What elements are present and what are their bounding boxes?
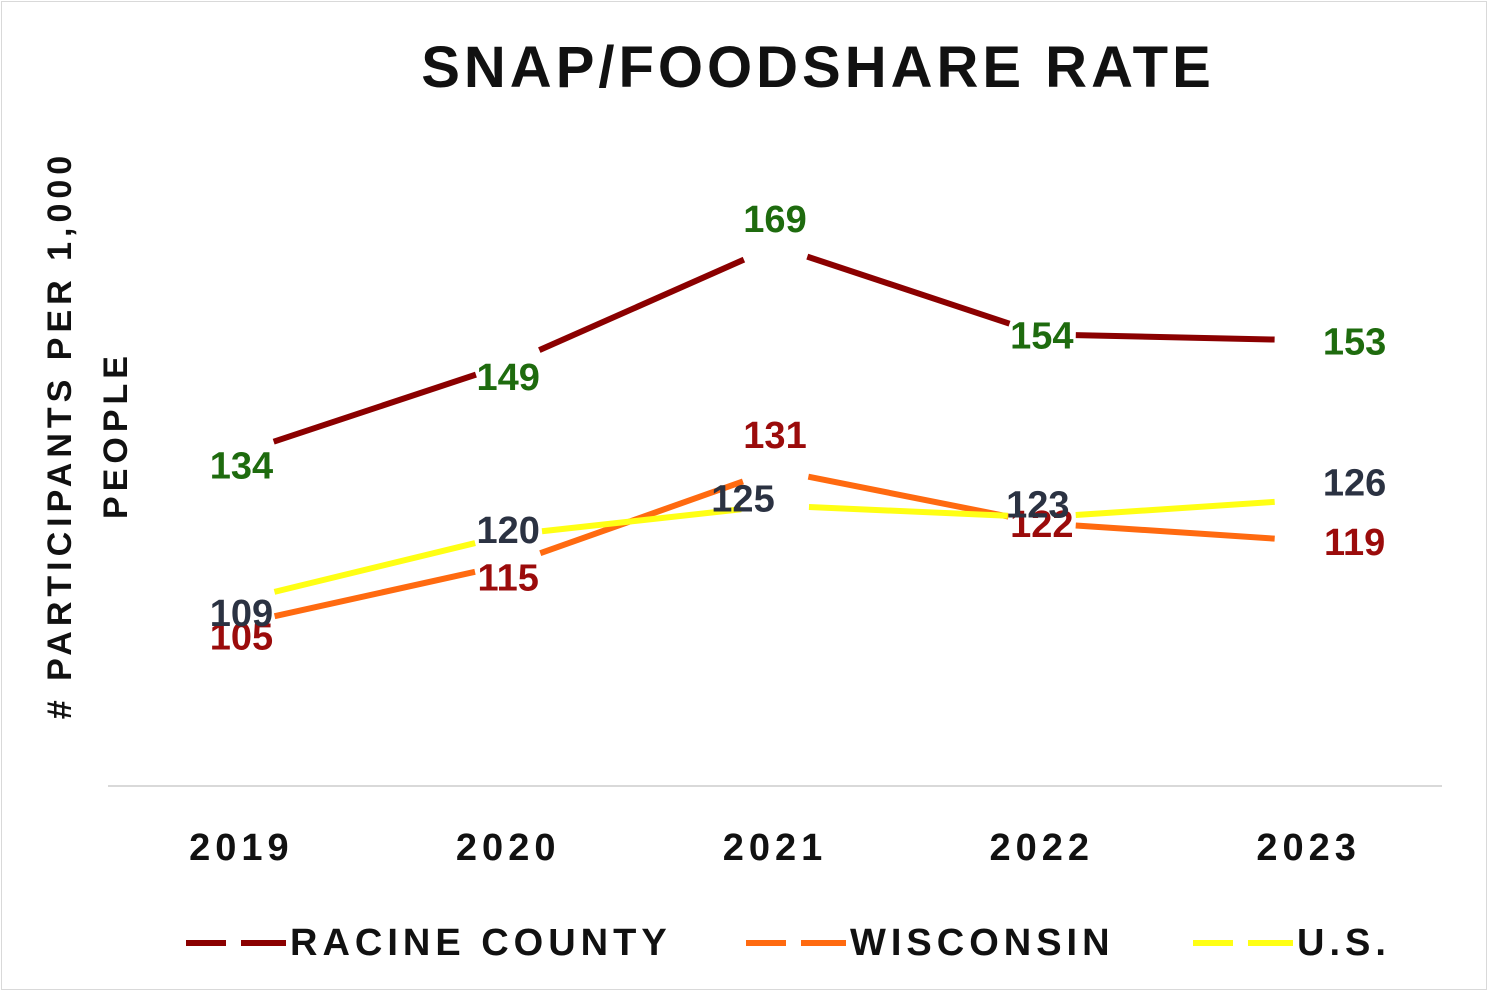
legend-label-racine-county: RACINE COUNTY	[290, 921, 672, 964]
legend-swatch-racine-county	[186, 940, 286, 946]
data-label-racine-county-2020: 149	[476, 357, 539, 399]
x-tick-label-2021: 2021	[723, 827, 828, 869]
legend-item-racine-county: RACINE COUNTY	[186, 918, 672, 968]
data-label-wisconsin-2019: 105	[210, 617, 273, 659]
legend-swatch-wisconsin	[746, 940, 846, 946]
series-line-wisconsin-segment-0	[273, 568, 476, 620]
series-line-racine-county-segment-2	[806, 253, 1011, 327]
series-line-wisconsin-segment-2	[807, 473, 1010, 520]
data-label-wisconsin-2022: 122	[1010, 504, 1073, 546]
data-label-u-s-2021: 125	[711, 479, 774, 521]
series-line-u-s-segment-0	[273, 540, 476, 595]
data-label-u-s-2020: 120	[476, 510, 539, 552]
chart-title: SNAP/FOODSHARE RATE	[421, 35, 1215, 100]
x-tick-label-2022: 2022	[990, 827, 1095, 869]
data-label-racine-county-2021: 169	[743, 199, 806, 241]
legend-label-wisconsin: WISCONSIN	[850, 921, 1115, 964]
x-tick-label-2020: 2020	[456, 827, 561, 869]
data-label-u-s-2023: 126	[1323, 463, 1386, 505]
series-line-racine-county-segment-3	[1075, 332, 1275, 343]
legend-item-us: U.S.	[1193, 918, 1391, 968]
series-line-wisconsin-segment-3	[1075, 522, 1275, 542]
legend-swatch-us	[1193, 940, 1293, 946]
series-line-u-s-segment-2	[808, 504, 1008, 519]
data-label-wisconsin-2021: 131	[743, 415, 806, 457]
series-line-racine-county-segment-1	[538, 256, 746, 353]
data-label-racine-county-2022: 154	[1010, 315, 1073, 357]
legend-label-us: U.S.	[1297, 921, 1391, 964]
series-line-u-s-segment-1	[541, 506, 742, 535]
series-line-u-s-segment-3	[1075, 498, 1275, 519]
legend: RACINE COUNTY WISCONSIN U.S.	[0, 918, 1490, 968]
data-label-wisconsin-2023: 119	[1324, 522, 1385, 564]
series-line-racine-county-segment-0	[272, 371, 477, 445]
data-label-racine-county-2023: 153	[1323, 321, 1386, 363]
x-tick-label-2019: 2019	[189, 827, 294, 869]
x-tick-label-2023: 2023	[1256, 827, 1361, 869]
data-label-u-s-2022: 123	[1006, 484, 1069, 526]
data-label-racine-county-2019: 134	[210, 445, 273, 487]
data-label-wisconsin-2020: 115	[478, 558, 539, 600]
legend-item-wisconsin: WISCONSIN	[746, 918, 1115, 968]
data-label-u-s-2019: 109	[210, 593, 273, 635]
